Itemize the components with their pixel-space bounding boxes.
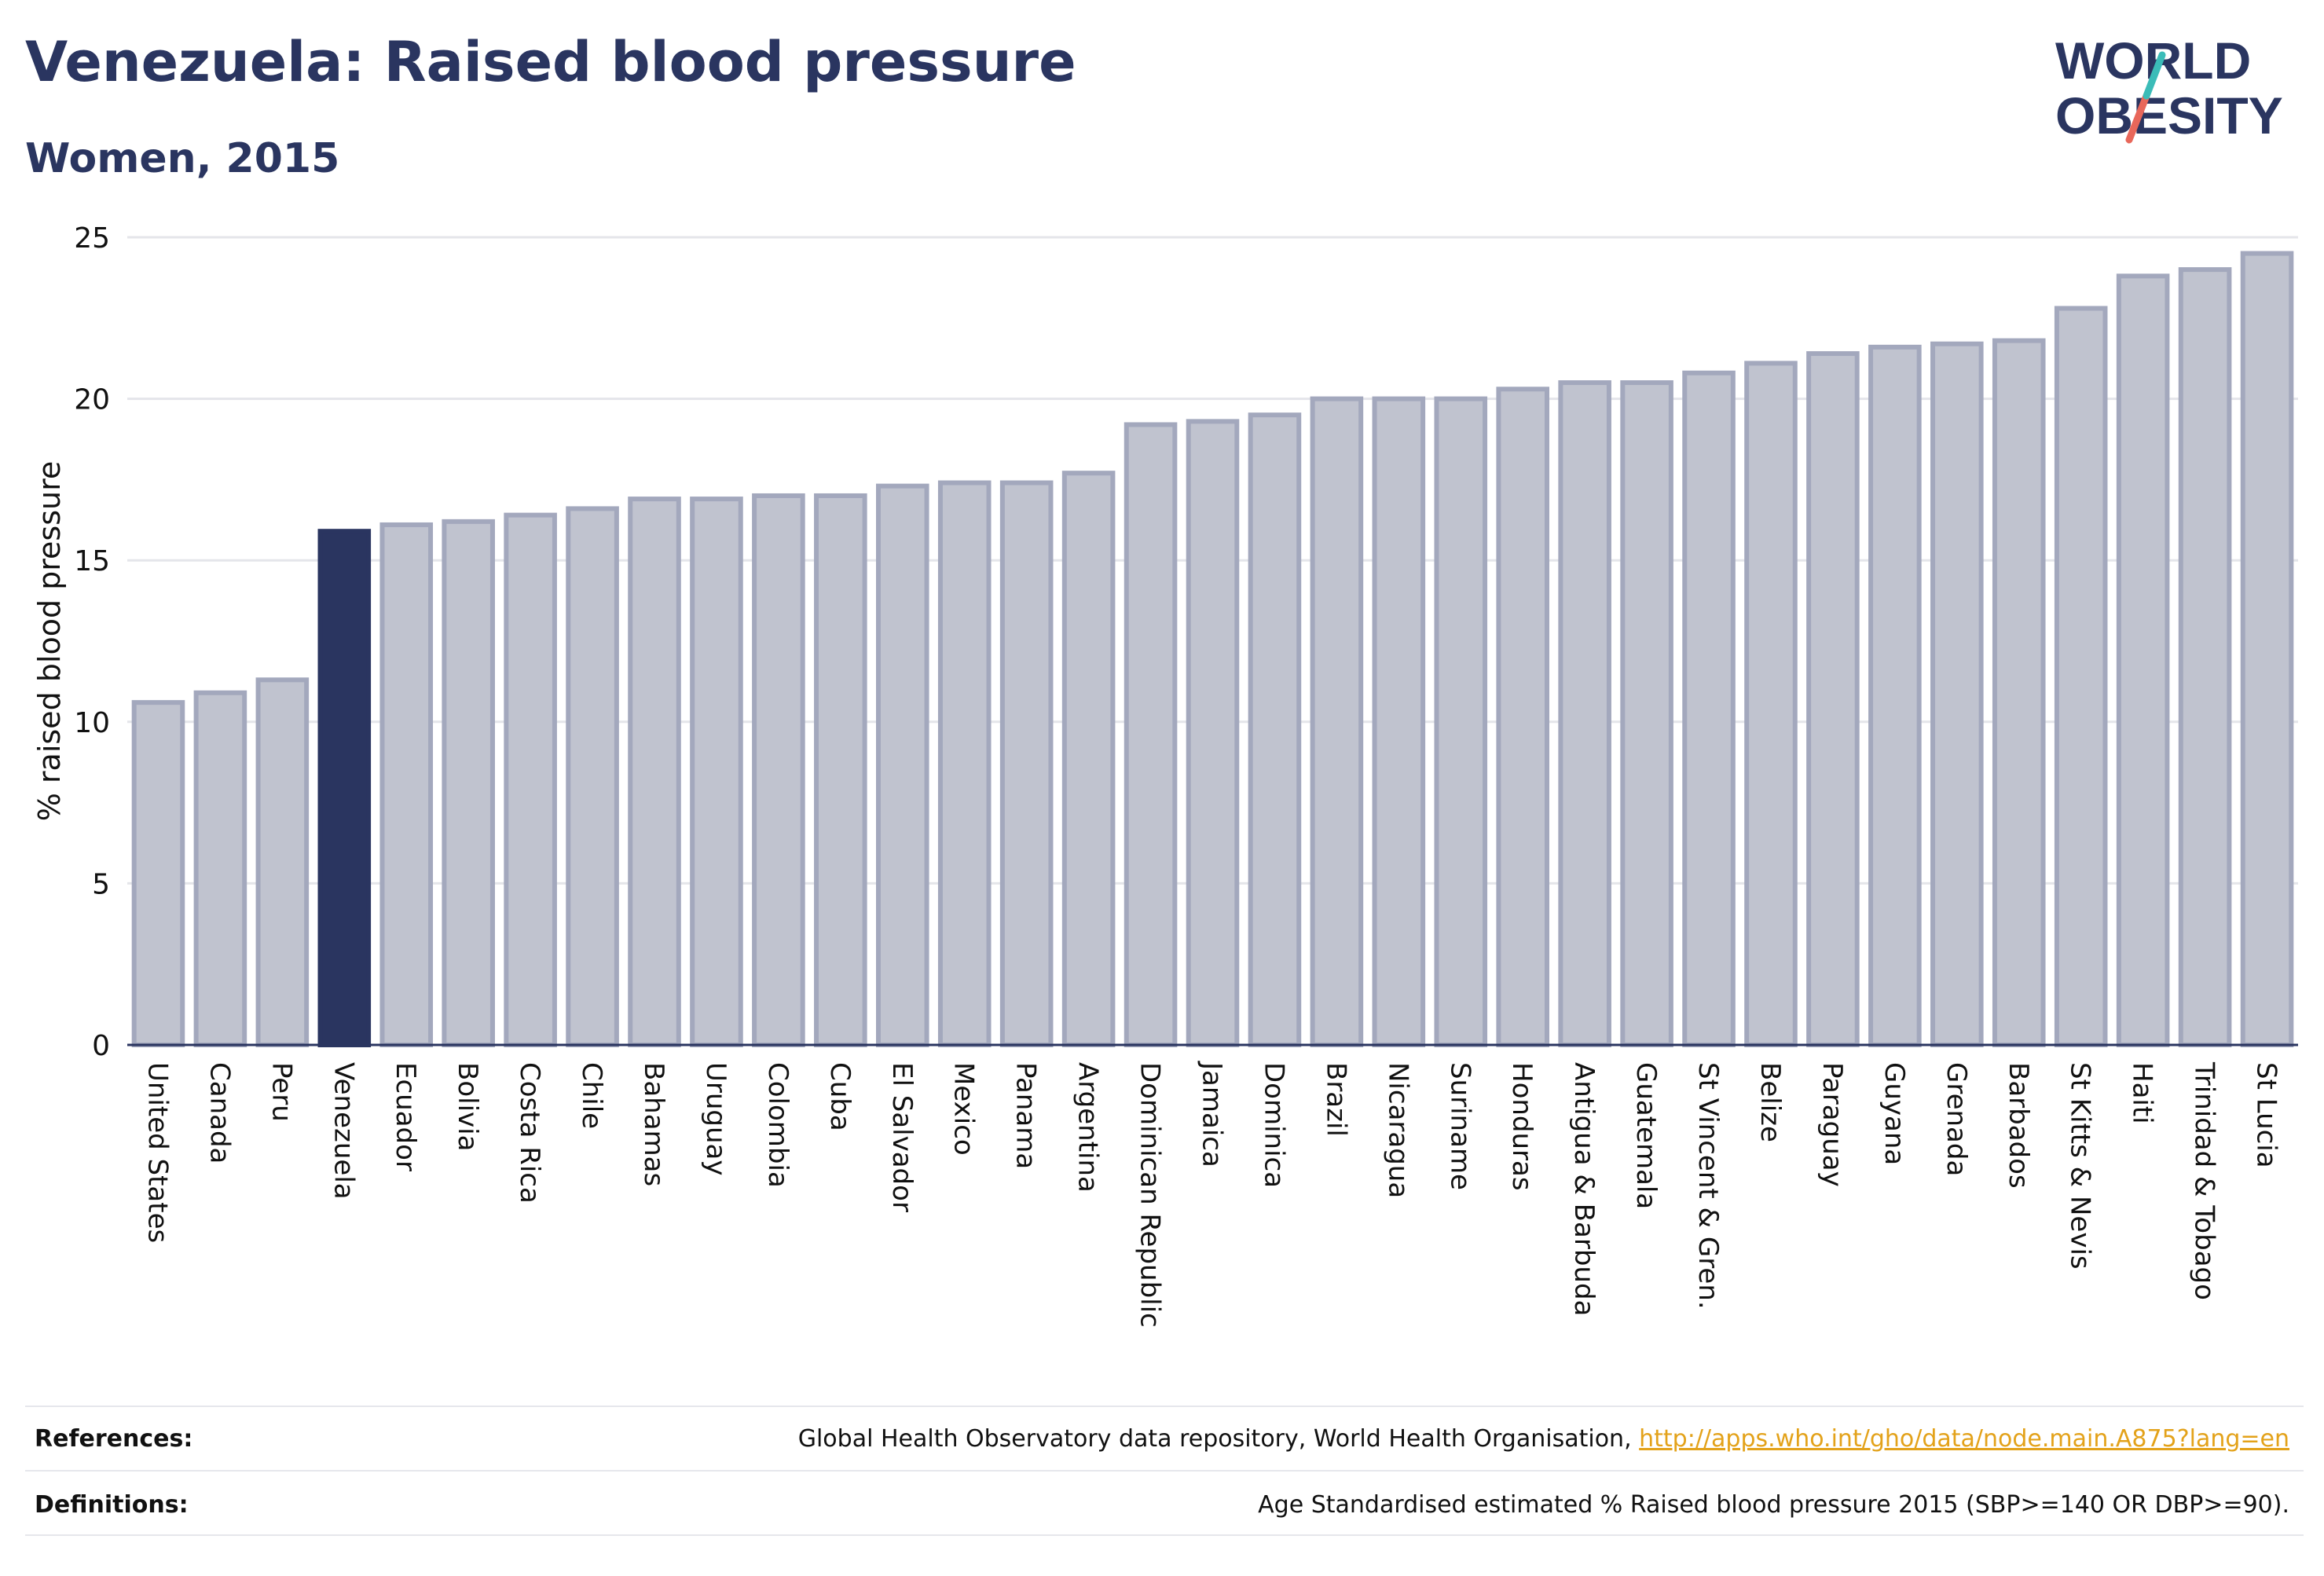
bar-canada <box>193 690 247 1047</box>
y-tick-label-2: 10 <box>74 707 110 739</box>
definitions-text: Age Standardised estimated % Raised bloo… <box>1258 1491 2289 1519</box>
bar-jamaica <box>1186 419 1240 1047</box>
footer-divider-top <box>25 1406 2304 1407</box>
bar-argentina <box>1061 471 1116 1047</box>
bar-chile <box>566 506 619 1047</box>
x-tick-label-jamaica: Jamaica <box>1197 1061 1228 1167</box>
x-tick-label-canada: Canada <box>203 1062 235 1164</box>
x-axis-labels: United States Canada Peru Venezuela Ecuador B… <box>141 1061 2282 1328</box>
bar-suriname <box>1434 396 1488 1048</box>
logo-line-2: OBESITY <box>2055 86 2283 145</box>
bar-dominican-republic <box>1124 422 1178 1047</box>
bar-el-salvador <box>875 483 929 1047</box>
bar-peru <box>255 677 310 1047</box>
y-axis-label: % raised blood pressure <box>32 461 67 822</box>
bar-dominica <box>1248 412 1302 1047</box>
x-tick-label-argentina: Argentina <box>1072 1062 1104 1193</box>
x-tick-label-paraguay: Paraguay <box>1816 1062 1848 1187</box>
bar-bolivia <box>442 519 495 1047</box>
bar-nicaragua <box>1372 396 1426 1048</box>
x-tick-label-peru: Peru <box>266 1062 297 1122</box>
bar-united-states <box>131 700 185 1047</box>
bar-honduras <box>1496 387 1550 1048</box>
x-tick-label-el-salvador: El Salvador <box>886 1062 918 1212</box>
x-tick-label-suriname: Suriname <box>1444 1062 1475 1190</box>
x-tick-label-guyana: Guyana <box>1879 1062 1910 1165</box>
footer-divider-middle <box>25 1470 2304 1472</box>
x-tick-label-haiti: Haiti <box>2127 1062 2158 1124</box>
bar-st-lucia <box>2240 251 2294 1047</box>
y-tick-label-1: 5 <box>92 868 110 900</box>
x-tick-label-antigua-barbuda: Antigua & Barbuda <box>1568 1062 1600 1316</box>
world-obesity-logo: WORLD OBESITY <box>2055 31 2283 145</box>
bar-brazil <box>1310 396 1364 1048</box>
bar-grenada <box>1930 341 1984 1048</box>
y-tick-label-3: 15 <box>74 545 110 577</box>
bar-chart: 0 5 10 15 20 25 United States Canada Peru Venezu… <box>32 222 2298 1328</box>
bar-ecuador <box>379 522 434 1047</box>
x-tick-label-colombia: Colombia <box>762 1062 794 1188</box>
bar-paraguay <box>1806 351 1860 1048</box>
footer-divider-bottom <box>25 1534 2304 1536</box>
references-source: Global Health Observatory data repositor… <box>797 1425 1640 1453</box>
bar-panama <box>999 480 1054 1047</box>
x-tick-label-nicaragua: Nicaragua <box>1382 1062 1413 1198</box>
bars <box>131 251 2294 1048</box>
bar-venezuela <box>317 529 372 1047</box>
x-tick-label-panama: Panama <box>1010 1062 1042 1169</box>
bar-st-kitts-nevis <box>2054 306 2108 1047</box>
x-tick-label-chile: Chile <box>576 1062 607 1129</box>
references-text: Global Health Observatory data repositor… <box>798 1425 2289 1453</box>
references-label: References: <box>35 1425 193 1453</box>
bar-st-vincent-gren- <box>1682 370 1736 1048</box>
bar-guatemala <box>1620 380 1673 1048</box>
x-tick-label-st-kitts-nevis: St Kitts & Nevis <box>2065 1062 2096 1270</box>
chart-title: Venezuela: Raised blood pressure <box>25 30 1076 94</box>
x-tick-label-st-lucia: St Lucia <box>2251 1062 2282 1168</box>
x-tick-label-dominica: Dominica <box>1258 1062 1289 1188</box>
bar-costa-rica <box>504 512 557 1047</box>
x-tick-label-uruguay: Uruguay <box>700 1062 731 1176</box>
x-tick-label-cuba: Cuba <box>824 1062 856 1131</box>
x-tick-label-united-states: United States <box>141 1062 173 1243</box>
x-tick-label-bolivia: Bolivia <box>452 1062 483 1151</box>
definitions-label: Definitions: <box>35 1491 189 1519</box>
x-tick-label-barbados: Barbados <box>2003 1062 2034 1189</box>
x-tick-label-costa-rica: Costa Rica <box>514 1062 545 1204</box>
x-tick-label-belize: Belize <box>1754 1062 1786 1142</box>
bar-haiti <box>2116 273 2170 1047</box>
x-tick-label-venezuela: Venezuela <box>328 1062 359 1200</box>
y-tick-label-0: 0 <box>92 1030 110 1062</box>
x-tick-label-st-vincent-gren-: St Vincent & Gren. <box>1692 1062 1724 1310</box>
chart-subtitle: Women, 2015 <box>25 135 340 182</box>
bar-cuba <box>814 493 867 1047</box>
logo-slash-coral <box>2125 92 2150 144</box>
bar-mexico <box>937 480 992 1047</box>
bar-antigua-barbuda <box>1558 380 1611 1048</box>
x-tick-label-grenada: Grenada <box>1941 1062 1972 1176</box>
x-tick-label-guatemala: Guatemala <box>1630 1062 1662 1209</box>
x-tick-label-trinidad-tobago: Trinidad & Tobago <box>2189 1061 2220 1300</box>
x-tick-label-brazil: Brazil <box>1320 1062 1351 1137</box>
logo-slash-teal <box>2143 51 2166 100</box>
x-tick-label-honduras: Honduras <box>1506 1062 1538 1191</box>
bar-bahamas <box>628 497 681 1047</box>
bar-belize <box>1744 361 1798 1048</box>
x-tick-label-mexico: Mexico <box>948 1062 980 1156</box>
bar-trinidad-tobago <box>2178 267 2232 1047</box>
bar-guyana <box>1868 344 1922 1048</box>
y-axis-ticks: 0 5 10 15 20 25 <box>74 222 110 1062</box>
y-tick-label-5: 25 <box>74 222 110 255</box>
bar-barbados <box>1992 338 2046 1048</box>
bar-colombia <box>752 493 805 1047</box>
x-tick-label-bahamas: Bahamas <box>638 1062 669 1186</box>
bar-uruguay <box>690 497 743 1047</box>
references-link[interactable]: http://apps.who.int/gho/data/node.main.A… <box>1639 1425 2289 1453</box>
x-tick-label-dominican-republic: Dominican Republic <box>1135 1062 1166 1328</box>
y-tick-label-4: 20 <box>74 384 110 416</box>
x-tick-label-ecuador: Ecuador <box>390 1062 421 1171</box>
